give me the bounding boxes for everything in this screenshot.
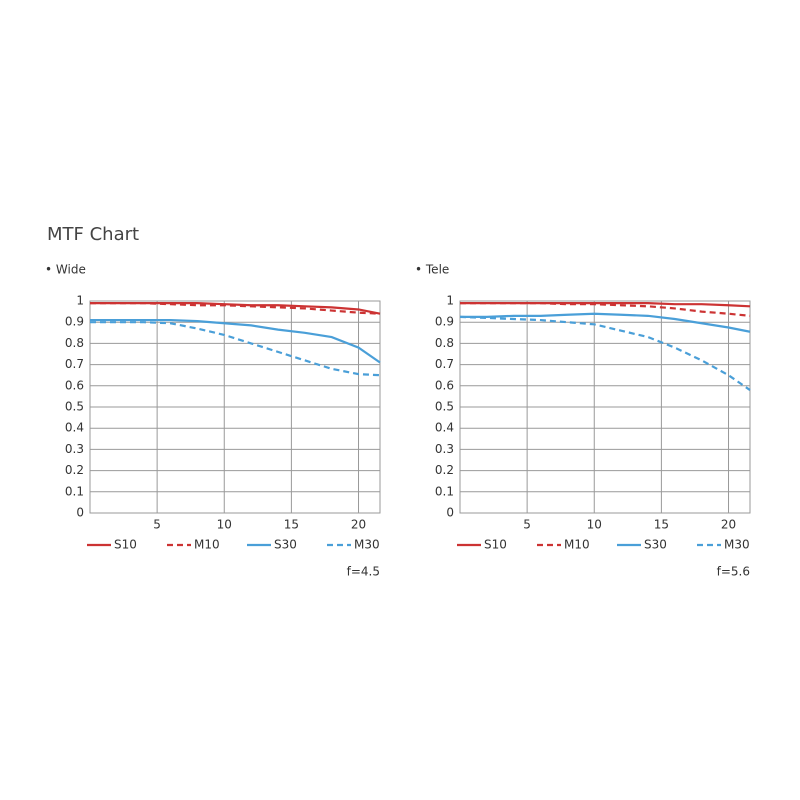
y-tick-label: 1 (76, 294, 84, 308)
x-tick-label: 15 (284, 518, 299, 532)
y-tick-label: 0.1 (65, 484, 84, 498)
y-tick-label: 0.5 (435, 400, 454, 414)
y-tick-label: 0 (446, 506, 454, 520)
legend-label: M30 (724, 538, 750, 552)
y-tick-label: 0.1 (435, 484, 454, 498)
x-tick-label: 5 (153, 518, 161, 532)
legend-label: S10 (484, 538, 507, 552)
y-tick-label: 0.8 (65, 336, 84, 350)
mtf-line (459, 315, 751, 391)
plot-frame (89, 300, 381, 514)
x-tick-label: 20 (351, 518, 366, 532)
x-tick-label: 20 (721, 518, 736, 532)
y-tick-label: 0.2 (435, 463, 454, 477)
legend-label: M30 (354, 538, 380, 552)
y-tick-label: 0.6 (435, 378, 454, 392)
y-tick-label: 0.4 (435, 421, 454, 435)
y-tick-label: 0 (76, 506, 84, 520)
legend-label: M10 (564, 538, 590, 552)
legend-label: S30 (644, 538, 667, 552)
x-tick-label: 15 (654, 518, 669, 532)
page-title: MTF Chart (47, 224, 139, 245)
legend-label: M10 (194, 538, 220, 552)
y-tick-label: 0.5 (65, 400, 84, 414)
y-tick-label: 0.2 (65, 463, 84, 477)
y-tick-label: 0.9 (65, 315, 84, 329)
legend-label: S30 (274, 538, 297, 552)
y-tick-label: 0.7 (65, 357, 84, 371)
y-tick-label: 0.4 (65, 421, 84, 435)
y-tick-label: 0.6 (65, 378, 84, 392)
subtitle: • Tele (415, 263, 449, 277)
mtf-line (90, 318, 381, 364)
y-tick-label: 0.3 (65, 442, 84, 456)
mtf-line (460, 302, 751, 308)
legend-label: S10 (114, 538, 137, 552)
x-tick-label: 5 (523, 518, 531, 532)
mtf-line (460, 312, 751, 333)
x-tick-label: 10 (217, 518, 232, 532)
aperture-note: f=5.6 (717, 565, 750, 579)
aperture-note: f=4.5 (347, 565, 380, 579)
plot-frame (459, 300, 751, 514)
y-tick-label: 1 (446, 294, 454, 308)
mtf-line (90, 302, 381, 315)
y-tick-label: 0.8 (435, 336, 454, 350)
x-tick-label: 10 (587, 518, 602, 532)
y-tick-label: 0.9 (435, 315, 454, 329)
subtitle: • Wide (45, 263, 86, 277)
y-tick-label: 0.7 (435, 357, 454, 371)
mtf-line (90, 321, 381, 377)
y-tick-label: 0.3 (435, 442, 454, 456)
